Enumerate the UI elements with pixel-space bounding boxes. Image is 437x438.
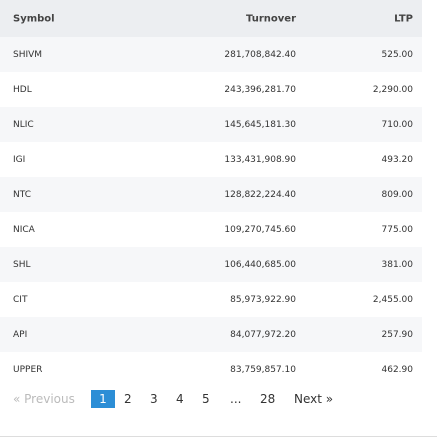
- cell: 84,077,972.20: [230, 329, 296, 340]
- table-row: SHL 106,440,685.00 381.00: [0, 247, 422, 282]
- cell: SHL: [13, 259, 31, 270]
- cell: 109,270,745.60: [224, 224, 296, 235]
- cell: NLIC: [13, 119, 34, 130]
- cell: 493.20: [381, 154, 414, 165]
- cell: 145,645,181.30: [224, 119, 296, 130]
- cell: SHIVM: [13, 49, 43, 60]
- cell: IGI: [13, 154, 26, 165]
- cell: 710.00: [381, 119, 414, 130]
- turnover-table: Symbol Turnover LTP SHIVM 281,708,842.40 525.…: [0, 0, 422, 387]
- table-row: HDL 243,396,281.70 2,290.00: [0, 72, 422, 107]
- bottom-rule: [0, 436, 437, 437]
- cell: 525.00: [381, 49, 414, 60]
- previous-button[interactable]: « Previous: [13, 392, 75, 406]
- table-row: SHIVM 281,708,842.40 525.00: [0, 37, 422, 72]
- cell: UPPER: [13, 364, 43, 375]
- cell: 462.90: [381, 364, 414, 375]
- cell: NTC: [13, 189, 31, 200]
- cell: 133,431,908.90: [224, 154, 296, 165]
- table-row: CIT 85,973,922.90 2,455.00: [0, 282, 422, 317]
- cell: 243,396,281.70: [224, 84, 296, 95]
- page-link[interactable]: 5: [202, 392, 210, 406]
- cell: 128,822,224.40: [224, 189, 296, 200]
- cell: 809.00: [381, 189, 414, 200]
- cell: 257.90: [381, 329, 414, 340]
- cell: 381.00: [381, 259, 414, 270]
- column-header[interactable]: Symbol: [13, 13, 55, 24]
- cell: 281,708,842.40: [224, 49, 296, 60]
- page-link[interactable]: 2: [124, 392, 132, 406]
- table-row: NTC 128,822,224.40 809.00: [0, 177, 422, 212]
- table-row: API 84,077,972.20 257.90: [0, 317, 422, 352]
- column-header[interactable]: Turnover: [246, 13, 296, 24]
- next-button[interactable]: Next »: [294, 392, 334, 406]
- cell: NICA: [13, 224, 35, 235]
- cell: CIT: [13, 294, 28, 305]
- table-row: IGI 133,431,908.90 493.20: [0, 142, 422, 177]
- cell: 83,759,857.10: [230, 364, 296, 375]
- cell: API: [13, 329, 28, 340]
- page-link[interactable]: 28: [260, 392, 276, 406]
- header-row: Symbol Turnover LTP: [0, 0, 422, 37]
- table-row: UPPER 83,759,857.10 462.90: [0, 352, 422, 387]
- page-link[interactable]: 4: [176, 392, 184, 406]
- page-link[interactable]: 3: [150, 392, 158, 406]
- cell: 2,455.00: [372, 294, 413, 305]
- cell: HDL: [13, 84, 32, 95]
- cell: 85,973,922.90: [230, 294, 296, 305]
- cell: 2,290.00: [372, 84, 413, 95]
- page-link[interactable]: ...: [230, 392, 242, 406]
- table-row: NICA 109,270,745.60 775.00: [0, 212, 422, 247]
- cell: 106,440,685.00: [224, 259, 296, 270]
- column-header[interactable]: LTP: [394, 13, 413, 24]
- cell: 775.00: [381, 224, 414, 235]
- page-link[interactable]: 1: [91, 390, 115, 408]
- table-row: NLIC 145,645,181.30 710.00: [0, 107, 422, 142]
